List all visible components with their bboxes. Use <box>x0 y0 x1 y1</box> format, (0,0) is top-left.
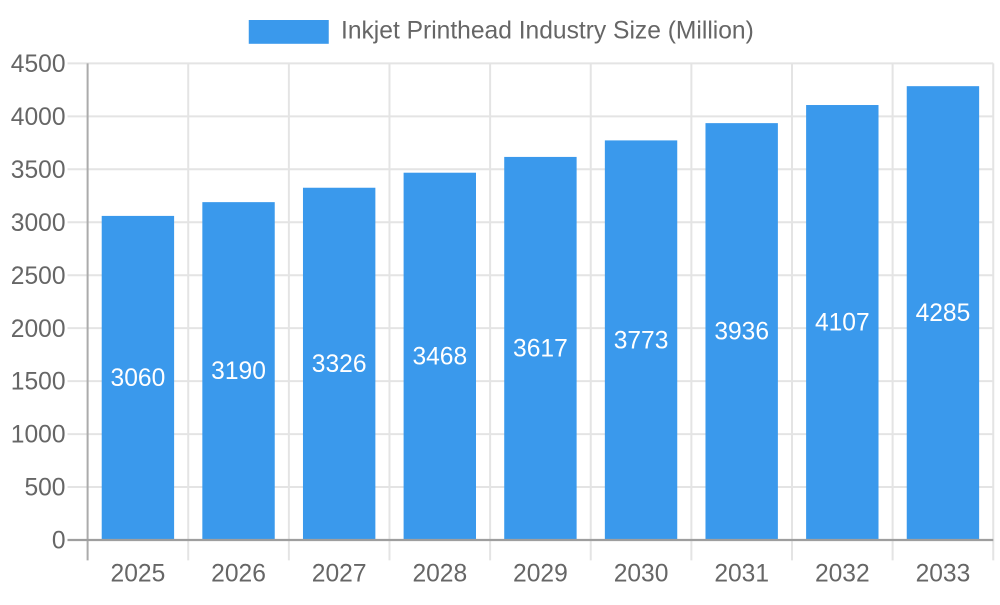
svg-text:2000: 2000 <box>11 316 66 343</box>
svg-text:2033: 2033 <box>916 561 971 588</box>
svg-text:3500: 3500 <box>11 157 66 184</box>
svg-text:1500: 1500 <box>11 369 66 396</box>
svg-text:3000: 3000 <box>11 210 66 237</box>
svg-text:1000: 1000 <box>11 422 66 449</box>
svg-text:2030: 2030 <box>614 561 669 588</box>
svg-text:3936: 3936 <box>714 319 769 346</box>
svg-text:2032: 2032 <box>815 561 870 588</box>
svg-text:4107: 4107 <box>815 310 870 337</box>
svg-text:3060: 3060 <box>111 365 166 392</box>
svg-text:2029: 2029 <box>513 561 568 588</box>
svg-text:0: 0 <box>52 528 66 555</box>
svg-text:2031: 2031 <box>714 561 769 588</box>
svg-text:500: 500 <box>24 475 65 502</box>
svg-text:4500: 4500 <box>11 51 66 78</box>
svg-text:3468: 3468 <box>412 343 467 370</box>
svg-text:3326: 3326 <box>312 351 367 378</box>
svg-text:2026: 2026 <box>211 561 266 588</box>
svg-text:2027: 2027 <box>312 561 367 588</box>
svg-text:2028: 2028 <box>412 561 467 588</box>
svg-text:3190: 3190 <box>211 358 266 385</box>
svg-text:3617: 3617 <box>513 336 568 363</box>
svg-text:3773: 3773 <box>614 327 669 354</box>
svg-text:4000: 4000 <box>11 104 66 131</box>
svg-text:4285: 4285 <box>916 300 971 327</box>
svg-text:Inkjet Printhead Industry Size: Inkjet Printhead Industry Size (Million) <box>341 18 754 45</box>
svg-text:2025: 2025 <box>111 561 166 588</box>
svg-text:2500: 2500 <box>11 263 66 290</box>
